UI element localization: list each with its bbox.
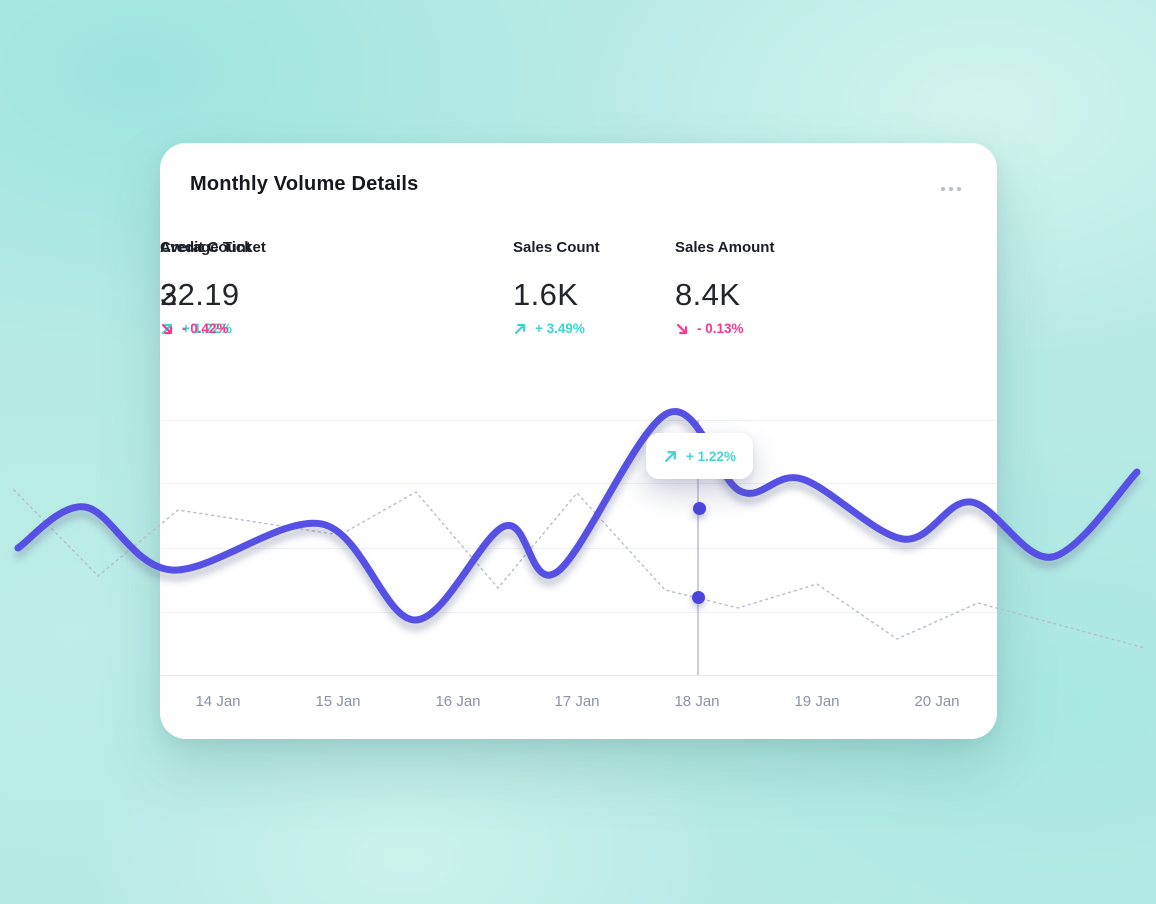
x-tick-label: 19 Jan	[794, 693, 840, 710]
ellipsis-icon	[941, 187, 945, 191]
stat-label: Sales Count	[513, 239, 600, 256]
x-tick-label: 14 Jan	[195, 693, 241, 710]
stat-label: Sales Amount	[675, 239, 775, 256]
stat-value: 1.6K	[513, 277, 579, 312]
stat-label: Credit Count	[160, 239, 251, 256]
tooltip-text: + 1.22%	[686, 448, 736, 464]
ellipsis-icon	[949, 187, 953, 191]
stat-delta: + 3.49%	[513, 321, 600, 336]
stat-value: 22.19	[160, 277, 240, 312]
stat-label: Average Ticket	[160, 239, 266, 256]
stat-delta: - 0.42%	[160, 321, 251, 336]
ellipsis-icon	[957, 187, 961, 191]
stat-value: 8.4K	[675, 277, 741, 312]
stat-delta-text: + 1.22%	[182, 321, 232, 336]
trend-up-icon	[514, 323, 526, 334]
chart-tooltip: + 1.22%	[646, 433, 753, 479]
stat-sales-amount: Sales Amount 8.4K - 0.13%	[675, 239, 774, 336]
stat-credit-count: Credit Count 3 - 0.42%	[160, 239, 251, 336]
x-axis-line	[160, 675, 997, 676]
more-options-button[interactable]	[937, 183, 965, 195]
x-tick-label: 17 Jan	[554, 693, 600, 710]
gridline	[160, 483, 997, 484]
stat-delta-text: - 0.42%	[182, 321, 229, 336]
trend-down-icon	[161, 323, 173, 334]
stat-sales-count: Sales Count 1.6K + 3.49%	[513, 239, 600, 336]
x-tick-label: 16 Jan	[435, 693, 481, 710]
stat-delta: - 0.13%	[675, 321, 774, 336]
stat-value: 3	[160, 277, 178, 312]
series-marker-dot	[691, 590, 705, 604]
stat-delta-text: + 3.49%	[535, 321, 585, 336]
x-tick-label: 20 Jan	[914, 693, 960, 710]
gridline	[160, 612, 997, 613]
card-title: Monthly Volume Details	[190, 173, 419, 195]
x-tick-label: 15 Jan	[315, 693, 361, 710]
trend-down-icon	[676, 323, 688, 334]
stat-delta-text: - 0.13%	[697, 321, 744, 336]
x-tick-label: 18 Jan	[674, 693, 720, 710]
gridline	[160, 548, 997, 549]
gridline	[160, 420, 997, 421]
monthly-volume-card: Monthly Volume Details Sales Count 1.6K …	[160, 143, 997, 739]
series-marker-dot	[692, 501, 706, 515]
trend-up-icon	[665, 450, 676, 462]
